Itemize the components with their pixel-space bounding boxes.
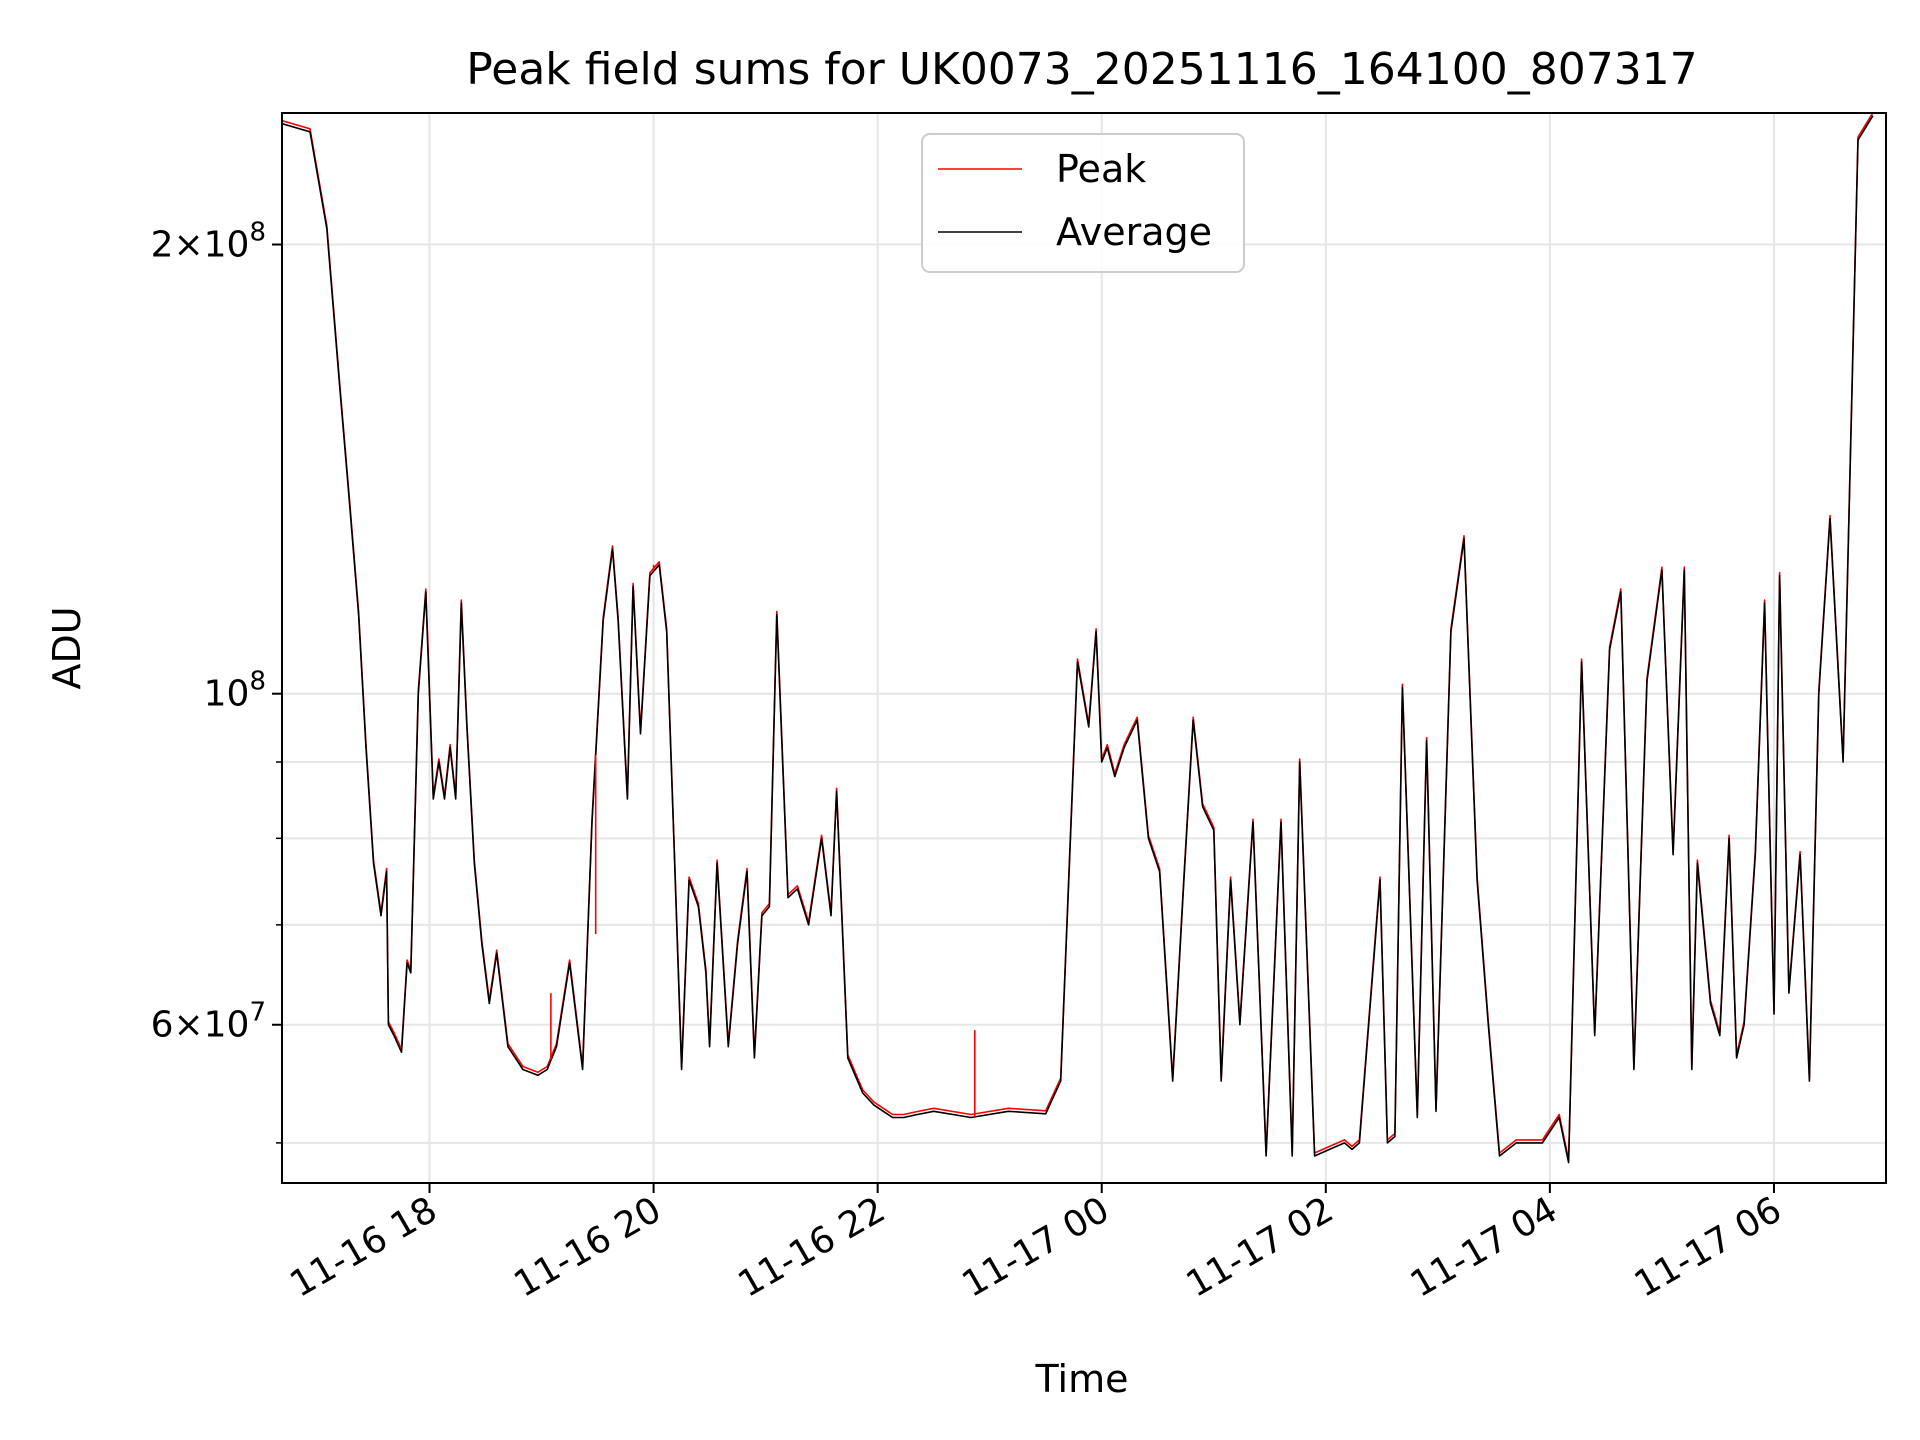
grid-lines: [282, 113, 1886, 1183]
chart-title: Peak field sums for UK0073_20251116_1641…: [466, 44, 1697, 95]
legend: Peak Average: [921, 133, 1245, 273]
legend-peak-label: Peak: [1056, 147, 1146, 191]
series-layer: [282, 113, 1874, 1164]
x-tick-label: 11-17 02: [1180, 1189, 1341, 1305]
series-average-line: [282, 115, 1874, 1164]
plot-frame: [281, 112, 1887, 1184]
y-tick-label: 6×107: [151, 998, 266, 1046]
x-tick-label: 11-16 18: [283, 1189, 444, 1305]
x-tick-label: 11-16 22: [731, 1189, 892, 1305]
x-tick-label: 11-17 00: [956, 1189, 1117, 1305]
x-tick-label: 11-17 04: [1404, 1189, 1565, 1305]
y-axis-label: ADU: [45, 606, 89, 689]
y-axis-ticks: 108 6×107 2×108: [151, 218, 282, 1144]
x-axis-ticks: 11-16 18 11-16 20 11-16 22 11-17 00 11-17 02…: [283, 1183, 1788, 1306]
x-axis-label: Time: [1035, 1357, 1129, 1401]
y-tick-label: 108: [204, 667, 266, 715]
legend-average-label: Average: [1056, 210, 1212, 254]
x-tick-label: 11-17 06: [1628, 1189, 1789, 1305]
y-tick-label: 2×108: [151, 218, 266, 266]
x-tick-label: 11-16 20: [507, 1189, 668, 1305]
